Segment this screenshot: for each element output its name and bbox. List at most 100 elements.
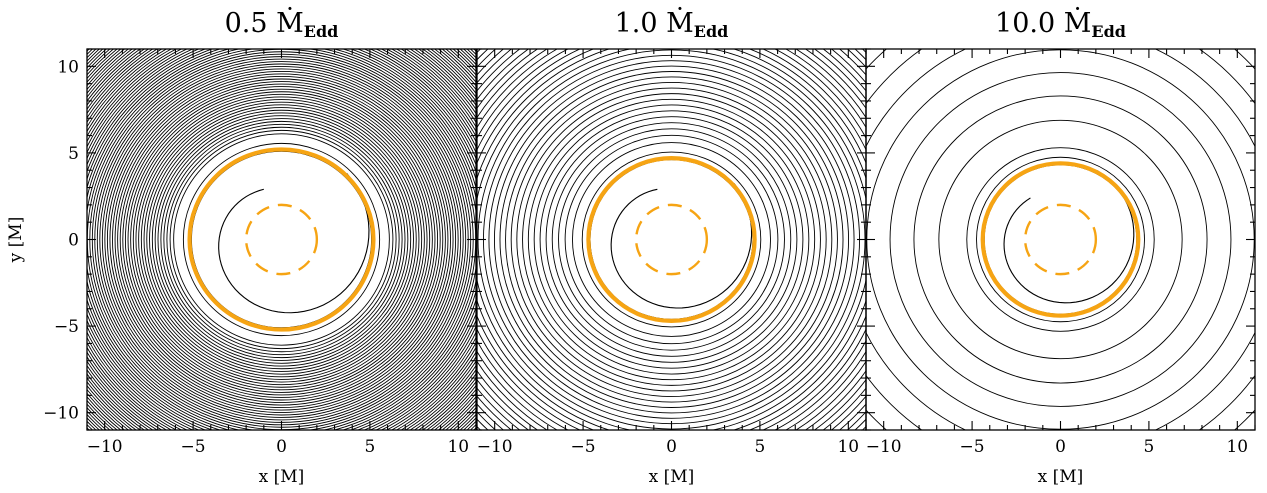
contour-line xyxy=(143,104,420,375)
x-tick-label: 0 xyxy=(666,437,677,457)
contour-line xyxy=(551,122,792,357)
x-tick-label: 10 xyxy=(1226,437,1248,457)
contour-line xyxy=(112,73,451,406)
horizon-circle xyxy=(1023,203,1098,276)
horizon-circle xyxy=(244,203,319,276)
contour-line xyxy=(169,129,394,350)
contour-line xyxy=(91,53,472,426)
plot-frame xyxy=(86,48,477,431)
contour-line xyxy=(477,49,866,430)
x-tick-label: 10 xyxy=(447,437,469,457)
contour-line xyxy=(130,91,433,388)
x-axis-label: x [M] xyxy=(259,467,305,487)
contour-line xyxy=(87,49,476,430)
panel-title-unit: Ṁ xyxy=(276,6,304,39)
contour-line xyxy=(135,96,428,383)
contour-line xyxy=(87,49,476,430)
contour-line xyxy=(109,71,454,408)
y-axis-label: y [M] xyxy=(6,217,26,264)
spiral-contour xyxy=(218,173,370,314)
panel-3: −10 −5 0 5 10 x [M] 10.0 ṀEdd xyxy=(865,6,1256,487)
contour-line xyxy=(138,99,425,380)
plot-frame xyxy=(476,48,867,431)
panel-title-subscript: Edd xyxy=(304,22,339,41)
contour-line xyxy=(101,63,462,416)
x-axis-label: x [M] xyxy=(1038,467,1084,487)
contour-line xyxy=(477,49,866,430)
contour-line xyxy=(938,119,1183,360)
contour-line xyxy=(89,51,474,428)
contour-line xyxy=(477,49,866,430)
contour-line xyxy=(477,49,866,430)
contour-line xyxy=(516,87,827,392)
contour-line xyxy=(545,116,798,363)
y-tick-label: −10 xyxy=(43,404,79,424)
contour-line xyxy=(132,93,431,386)
contour-line xyxy=(87,49,476,430)
contour-line xyxy=(522,93,821,386)
x-tick-label: −5 xyxy=(571,437,596,457)
contour-line xyxy=(477,49,866,430)
contour-line xyxy=(477,49,866,430)
contour-line xyxy=(866,49,1255,430)
panel-2: −10 −5 0 5 10 x [M] 1.0 ṀEdd xyxy=(476,6,867,487)
contour-line xyxy=(182,142,381,337)
contour-line xyxy=(527,98,816,381)
contour-line xyxy=(913,95,1208,384)
contour-line xyxy=(127,88,436,391)
contour-line xyxy=(505,76,838,403)
x-tick-label: −10 xyxy=(866,437,902,457)
contour-line xyxy=(477,49,866,430)
contour-line xyxy=(477,49,866,430)
contour-line xyxy=(572,142,771,337)
contour-line xyxy=(154,115,409,364)
x-tick-label: −5 xyxy=(181,437,206,457)
contour-line xyxy=(124,86,439,393)
contour-line xyxy=(493,65,850,414)
contour-line xyxy=(510,82,833,397)
contour-line xyxy=(151,112,412,367)
contour-line xyxy=(983,164,1138,315)
y-tick-label: 5 xyxy=(68,144,79,164)
contour-line xyxy=(190,150,373,329)
contour-line xyxy=(976,156,1145,323)
contour-line xyxy=(140,101,423,378)
contour-line xyxy=(96,58,467,421)
photosphere-circle xyxy=(586,156,757,323)
x-tick-label: −5 xyxy=(960,437,985,457)
contour-line xyxy=(114,76,449,403)
x-tick-label: 10 xyxy=(837,437,859,457)
x-tick-label: 5 xyxy=(364,437,375,457)
contour-line xyxy=(533,104,810,375)
contour-line xyxy=(99,61,464,418)
panel-title-value: 1.0 xyxy=(615,8,667,39)
contour-line xyxy=(558,128,785,351)
contour-line xyxy=(889,72,1232,407)
x-tick-label: 0 xyxy=(276,437,287,457)
contour-line xyxy=(581,151,762,328)
y-tick-label: −5 xyxy=(54,317,79,337)
contour-line xyxy=(866,49,1255,430)
y-tick-label: 10 xyxy=(57,57,79,77)
contour-line xyxy=(477,49,866,430)
contour-line xyxy=(94,56,469,423)
x-tick-label: 0 xyxy=(1055,437,1066,457)
contour-line xyxy=(477,49,866,430)
contour-line xyxy=(866,49,1255,430)
contour-line xyxy=(166,126,397,353)
panel-title-unit: Ṁ xyxy=(666,6,694,39)
panel-title-value: 10.0 xyxy=(995,8,1064,39)
spiral-contour xyxy=(610,183,753,309)
contour-line xyxy=(488,60,855,419)
x-tick-label: −10 xyxy=(87,437,123,457)
contour-line xyxy=(149,109,414,370)
x-axis-label: x [M] xyxy=(649,467,695,487)
contour-line xyxy=(477,49,866,430)
panel-title-value: 0.5 xyxy=(225,8,277,39)
contour-line xyxy=(160,120,403,359)
plot-frame xyxy=(865,48,1256,431)
panel-title: 10.0 ṀEdd xyxy=(995,6,1126,41)
contour-line xyxy=(539,110,804,369)
